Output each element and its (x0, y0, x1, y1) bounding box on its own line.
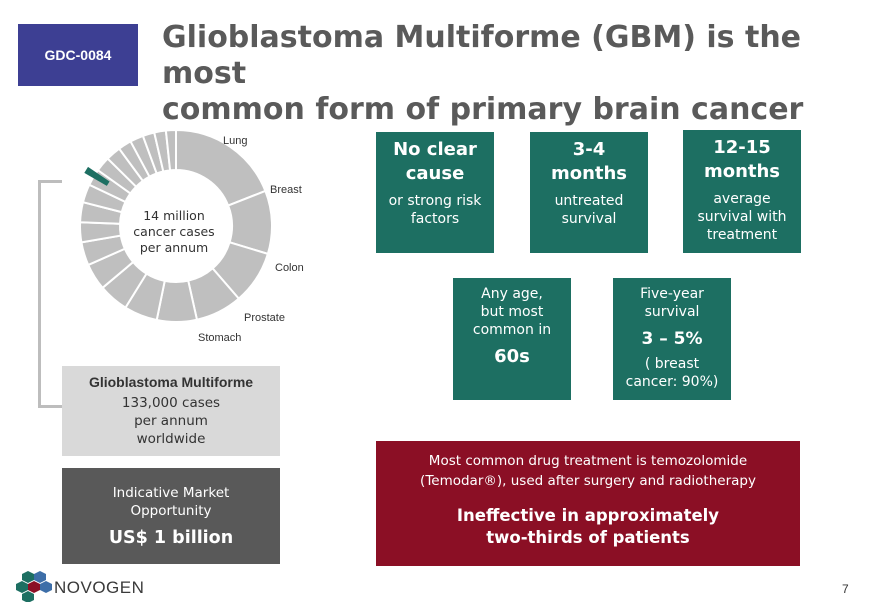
age-small-3: common in (472, 322, 552, 338)
treated-big-1: 12-15 (713, 137, 771, 158)
cause-small-2: factors (410, 211, 460, 227)
fact-box-untreated: 3-4 months untreated survival (530, 132, 648, 253)
slide-code-badge: GDC-0084 (18, 24, 138, 86)
drug-treatment-box: Most common drug treatment is temozolomi… (376, 441, 800, 566)
treated-big-2: months (703, 161, 781, 182)
page-number: 7 (842, 582, 849, 596)
slide-code-text: GDC-0084 (44, 47, 112, 63)
gbm-line-2: per annum (134, 413, 208, 429)
fiveyr-small-4: cancer: 90%) (625, 374, 719, 390)
cancer-cases-donut (79, 128, 273, 323)
novogen-logo-icon (16, 571, 52, 602)
market-line-2: Opportunity (130, 503, 212, 519)
fiveyr-small-3: ( breast (644, 356, 700, 372)
untreated-small-1: untreated (554, 193, 624, 209)
cause-big-2: cause (405, 163, 465, 184)
donut-label-stomach: Stomach (198, 332, 242, 344)
slide-title-line-2: common form of primary brain cancer (162, 92, 804, 127)
gbm-line-1: 133,000 cases (121, 395, 221, 411)
gbm-line-3: worldwide (136, 431, 206, 447)
cause-big-1: No clear (393, 139, 477, 160)
connector-bracket (38, 180, 62, 408)
age-big: 60s (494, 346, 530, 367)
drug-bold-1: Ineffective in approximately (456, 506, 720, 525)
treated-small-1: average (713, 191, 771, 207)
drug-line-2: (Temodar®), used after surgery and radio… (420, 473, 756, 489)
age-small-2: but most (480, 304, 544, 320)
fact-box-five-year: Five-year survival 3 – 5% ( breast cance… (613, 278, 731, 400)
market-opportunity-box: Indicative Market Opportunity US$ 1 bill… (62, 468, 280, 564)
fiveyr-big: 3 – 5% (641, 329, 703, 349)
donut-label-breast: Breast (270, 184, 302, 196)
untreated-big-2: months (550, 163, 628, 184)
untreated-small-2: survival (561, 211, 617, 227)
donut-center-text: 14 million cancer cases per annum (126, 208, 222, 256)
fiveyr-small-1: Five-year (640, 286, 704, 302)
market-line-1: Indicative Market (112, 485, 230, 501)
donut-label-prostate: Prostate (244, 312, 285, 324)
donut-segment (175, 128, 267, 207)
age-small-1: Any age, (481, 286, 543, 302)
treated-small-3: treatment (706, 227, 778, 243)
donut-center-line-1: 14 million (143, 208, 205, 223)
fact-box-age: Any age, but most common in 60s (453, 278, 571, 400)
novogen-logo-text: NOVOGEN (54, 578, 145, 597)
donut-gbm-highlight-segment (84, 166, 110, 186)
donut-center-line-3: per annum (139, 240, 209, 255)
donut-label-lung: Lung (223, 135, 248, 147)
slide-title: Glioblastoma Multiforme (GBM) is the mos… (162, 20, 862, 128)
donut-label-colon: Colon (275, 262, 304, 274)
fact-box-treated: 12-15 months average survival with treat… (683, 130, 801, 253)
market-value: US$ 1 billion (108, 528, 234, 548)
drug-bold-2: two-thirds of patients (486, 528, 690, 547)
donut-segment (164, 128, 177, 172)
treated-small-2: survival with (697, 209, 787, 225)
cause-small-1: or strong risk (388, 193, 482, 209)
slide-title-line-1: Glioblastoma Multiforme (GBM) is the mos… (162, 20, 802, 91)
untreated-big-1: 3-4 (572, 139, 606, 160)
gbm-cases-box: Glioblastoma Multiforme 133,000 cases pe… (62, 366, 280, 456)
fiveyr-small-2: survival (644, 304, 700, 320)
fact-box-cause: No clear cause or strong risk factors (376, 132, 494, 253)
gbm-heading: Glioblastoma Multiforme (88, 374, 254, 390)
drug-line-1: Most common drug treatment is temozolomi… (428, 453, 748, 469)
donut-center-line-2: cancer cases (133, 224, 215, 239)
